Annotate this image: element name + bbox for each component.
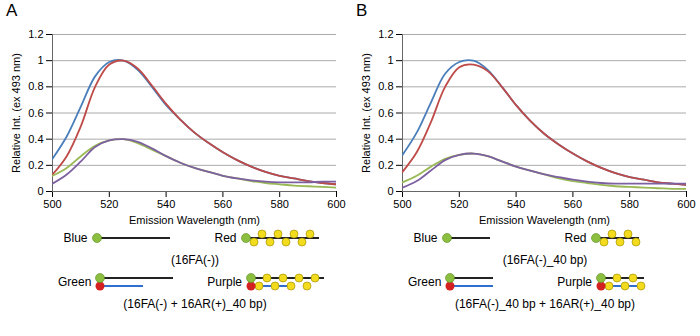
svg-text:540: 540	[157, 198, 175, 210]
svg-text:600: 600	[677, 198, 695, 210]
svg-text:540: 540	[507, 198, 525, 210]
svg-text:500: 500	[393, 198, 411, 210]
html-text:B: B	[356, 1, 368, 20]
html-text:Red: Red	[564, 231, 587, 245]
svg-text:0.4: 0.4	[378, 133, 393, 145]
svg-text:520: 520	[100, 198, 118, 210]
svg-text:0: 0	[387, 185, 393, 197]
html-text:Green: Green	[408, 275, 442, 289]
html-text:(16FA(-)_40 bp + 16AR(+)_40 bp: (16FA(-)_40 bp + 16AR(+)_40 bp)	[454, 297, 635, 311]
html-text:Red: Red	[214, 231, 237, 245]
svg-text:500: 500	[43, 198, 61, 210]
svg-text:0.8: 0.8	[378, 80, 393, 92]
svg-text:1.2: 1.2	[378, 28, 393, 40]
html-text:Purple: Purple	[207, 275, 242, 289]
svg-text:0.2: 0.2	[28, 159, 43, 171]
svg-text:1: 1	[387, 54, 393, 66]
svg-text:1.2: 1.2	[28, 28, 43, 40]
html-text:Blue: Blue	[413, 231, 438, 245]
svg-text:520: 520	[450, 198, 468, 210]
svg-text:580: 580	[621, 198, 639, 210]
svg-text:560: 560	[564, 198, 582, 210]
html-text:Purple: Purple	[557, 275, 592, 289]
svg-text:0.2: 0.2	[378, 159, 393, 171]
html-text:A: A	[6, 1, 18, 20]
svg-text:Relative Int. (ex 493 nm): Relative Int. (ex 493 nm)	[10, 53, 22, 173]
svg-text:600: 600	[327, 198, 345, 210]
svg-text:1: 1	[37, 54, 43, 66]
svg-text:0.4: 0.4	[28, 133, 43, 145]
svg-text:0.6: 0.6	[378, 107, 393, 119]
svg-text:0.8: 0.8	[28, 80, 43, 92]
svg-text:0: 0	[37, 185, 43, 197]
html-text:Green: Green	[58, 275, 92, 289]
html-text:(16FA(-) + 16AR(+)_40 bp): (16FA(-) + 16AR(+)_40 bp)	[123, 297, 267, 311]
html-text:Blue: Blue	[63, 231, 88, 245]
html-text:(16FA(-)): (16FA(-))	[171, 253, 219, 267]
html-text:(16FA(-)_40 bp): (16FA(-)_40 bp)	[502, 253, 588, 267]
svg-text:Emission Wavelength (nm): Emission Wavelength (nm)	[129, 214, 260, 226]
svg-text:0.6: 0.6	[28, 107, 43, 119]
svg-text:Relative Int. (ex 493 nm): Relative Int. (ex 493 nm)	[360, 53, 372, 173]
svg-text:580: 580	[271, 198, 289, 210]
svg-text:560: 560	[214, 198, 232, 210]
svg-text:Emission Wavelength (nm): Emission Wavelength (nm)	[479, 214, 610, 226]
